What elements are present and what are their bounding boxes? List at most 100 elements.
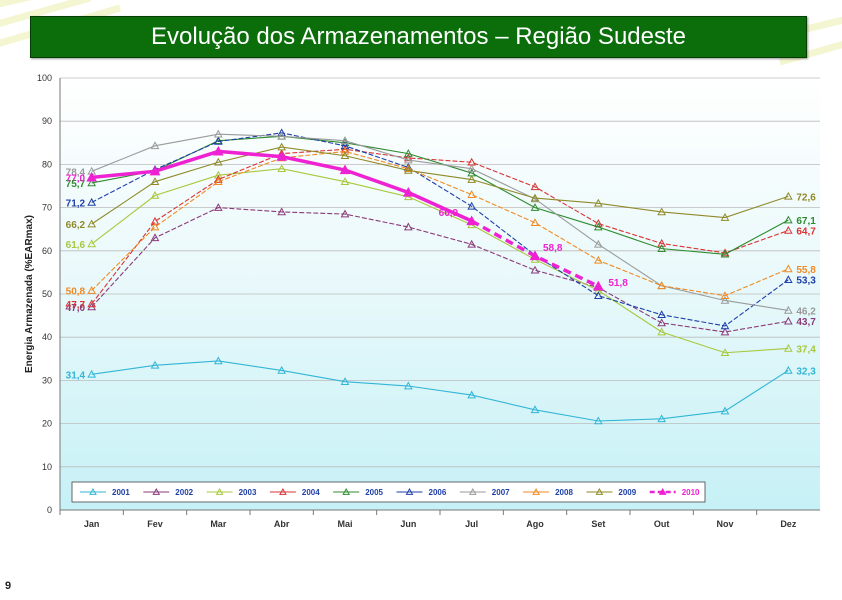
y-tick-label: 30 [42,375,52,385]
data-point [720,327,730,336]
data-point [593,198,603,207]
legend-label: 2007 [492,488,510,497]
data-point [593,255,603,264]
data-point [403,165,413,174]
series-line [91,207,789,333]
data-point [339,164,351,175]
annotation-label: 66,9 [439,208,459,219]
data-point [150,233,160,242]
legend-marker [658,487,667,495]
data-label: 71,2 [66,198,86,209]
data-point [213,203,223,211]
legend: 2001 2002 2003 2004 2005 2006 2007 2008 2009 2010 [71,481,706,503]
data-point [277,365,287,374]
data-point [213,136,223,145]
data-point [277,142,287,151]
y-tick-label: 90 [42,116,52,126]
data-label: 66,2 [66,220,86,231]
legend-label: 2004 [302,488,320,497]
series-line [91,360,789,422]
data-point [467,164,477,173]
y-tick-label: 70 [42,203,52,213]
data-point [720,291,730,300]
data-point [213,174,223,183]
data-point [149,165,161,176]
y-tick-label: 10 [42,462,52,472]
data-point [783,316,793,325]
data-label: 78,4 [66,167,86,178]
series-2009: 66,2 72,6 [66,142,816,231]
data-point [783,215,793,224]
data-point [277,131,287,140]
legend-marker [279,487,287,495]
legend-label: 2010 [682,488,700,497]
data-point [213,129,223,138]
data-label: 47,0 [66,303,86,314]
data-point [720,213,730,221]
data-label: 61,6 [66,240,86,251]
legend-label: 2001 [112,488,130,497]
data-point [593,416,603,425]
data-point [593,291,603,300]
data-point [340,151,350,160]
data-point [403,153,413,162]
legend-marker [405,487,414,495]
legend-label: 2002 [175,488,193,497]
y-tick-label: 100 [37,73,52,83]
legend-label: 2006 [429,488,447,497]
data-point [593,239,603,248]
data-point [86,171,98,182]
data-point [87,239,97,248]
legend-label: 2005 [365,488,383,497]
data-point [466,215,478,226]
data-point [657,244,667,252]
data-point [340,146,350,155]
data-point [720,249,730,258]
data-point [467,174,477,183]
data-point [657,238,667,247]
data-point [783,343,793,352]
x-tick-label: Jun [400,519,416,529]
x-tick-label: Nov [716,519,733,529]
data-point [87,197,97,206]
data-point [657,207,667,216]
data-point [403,381,413,390]
data-label: 53,3 [796,276,816,287]
legend-label: 2003 [239,488,257,497]
series-2010: 77,0 [66,145,604,291]
data-point [277,128,287,137]
y-tick-label: 80 [42,159,52,169]
data-point [529,250,541,261]
data-point [530,182,540,191]
title-banner: Evolução dos Armazenamentos – Região Sud… [30,16,807,58]
data-label: 50,8 [66,287,86,298]
data-point [213,177,223,185]
data-point [467,201,477,210]
x-tick-label: Out [654,519,670,529]
data-point [783,264,793,273]
data-point [276,151,288,161]
annotation-label: 51,8 [608,278,628,289]
x-tick-label: Ago [526,519,544,529]
data-point [783,225,793,234]
data-label: 64,7 [796,226,816,237]
legend-marker [152,487,161,495]
y-tick-label: 40 [42,332,52,342]
legend-marker [215,487,224,495]
series-line [91,132,789,327]
data-point [592,280,604,291]
series-2001: 31,4 32,3 [66,356,816,425]
data-point [593,222,603,231]
data-point [87,286,97,294]
legend-label: 2009 [618,488,636,497]
data-point [530,203,540,211]
data-label: 43,7 [796,317,816,328]
data-point [467,390,477,399]
x-tick-label: Fev [147,519,163,529]
data-point [720,321,730,330]
data-point [720,295,730,304]
legend-marker [532,487,540,495]
x-tick-label: Dez [780,519,797,529]
